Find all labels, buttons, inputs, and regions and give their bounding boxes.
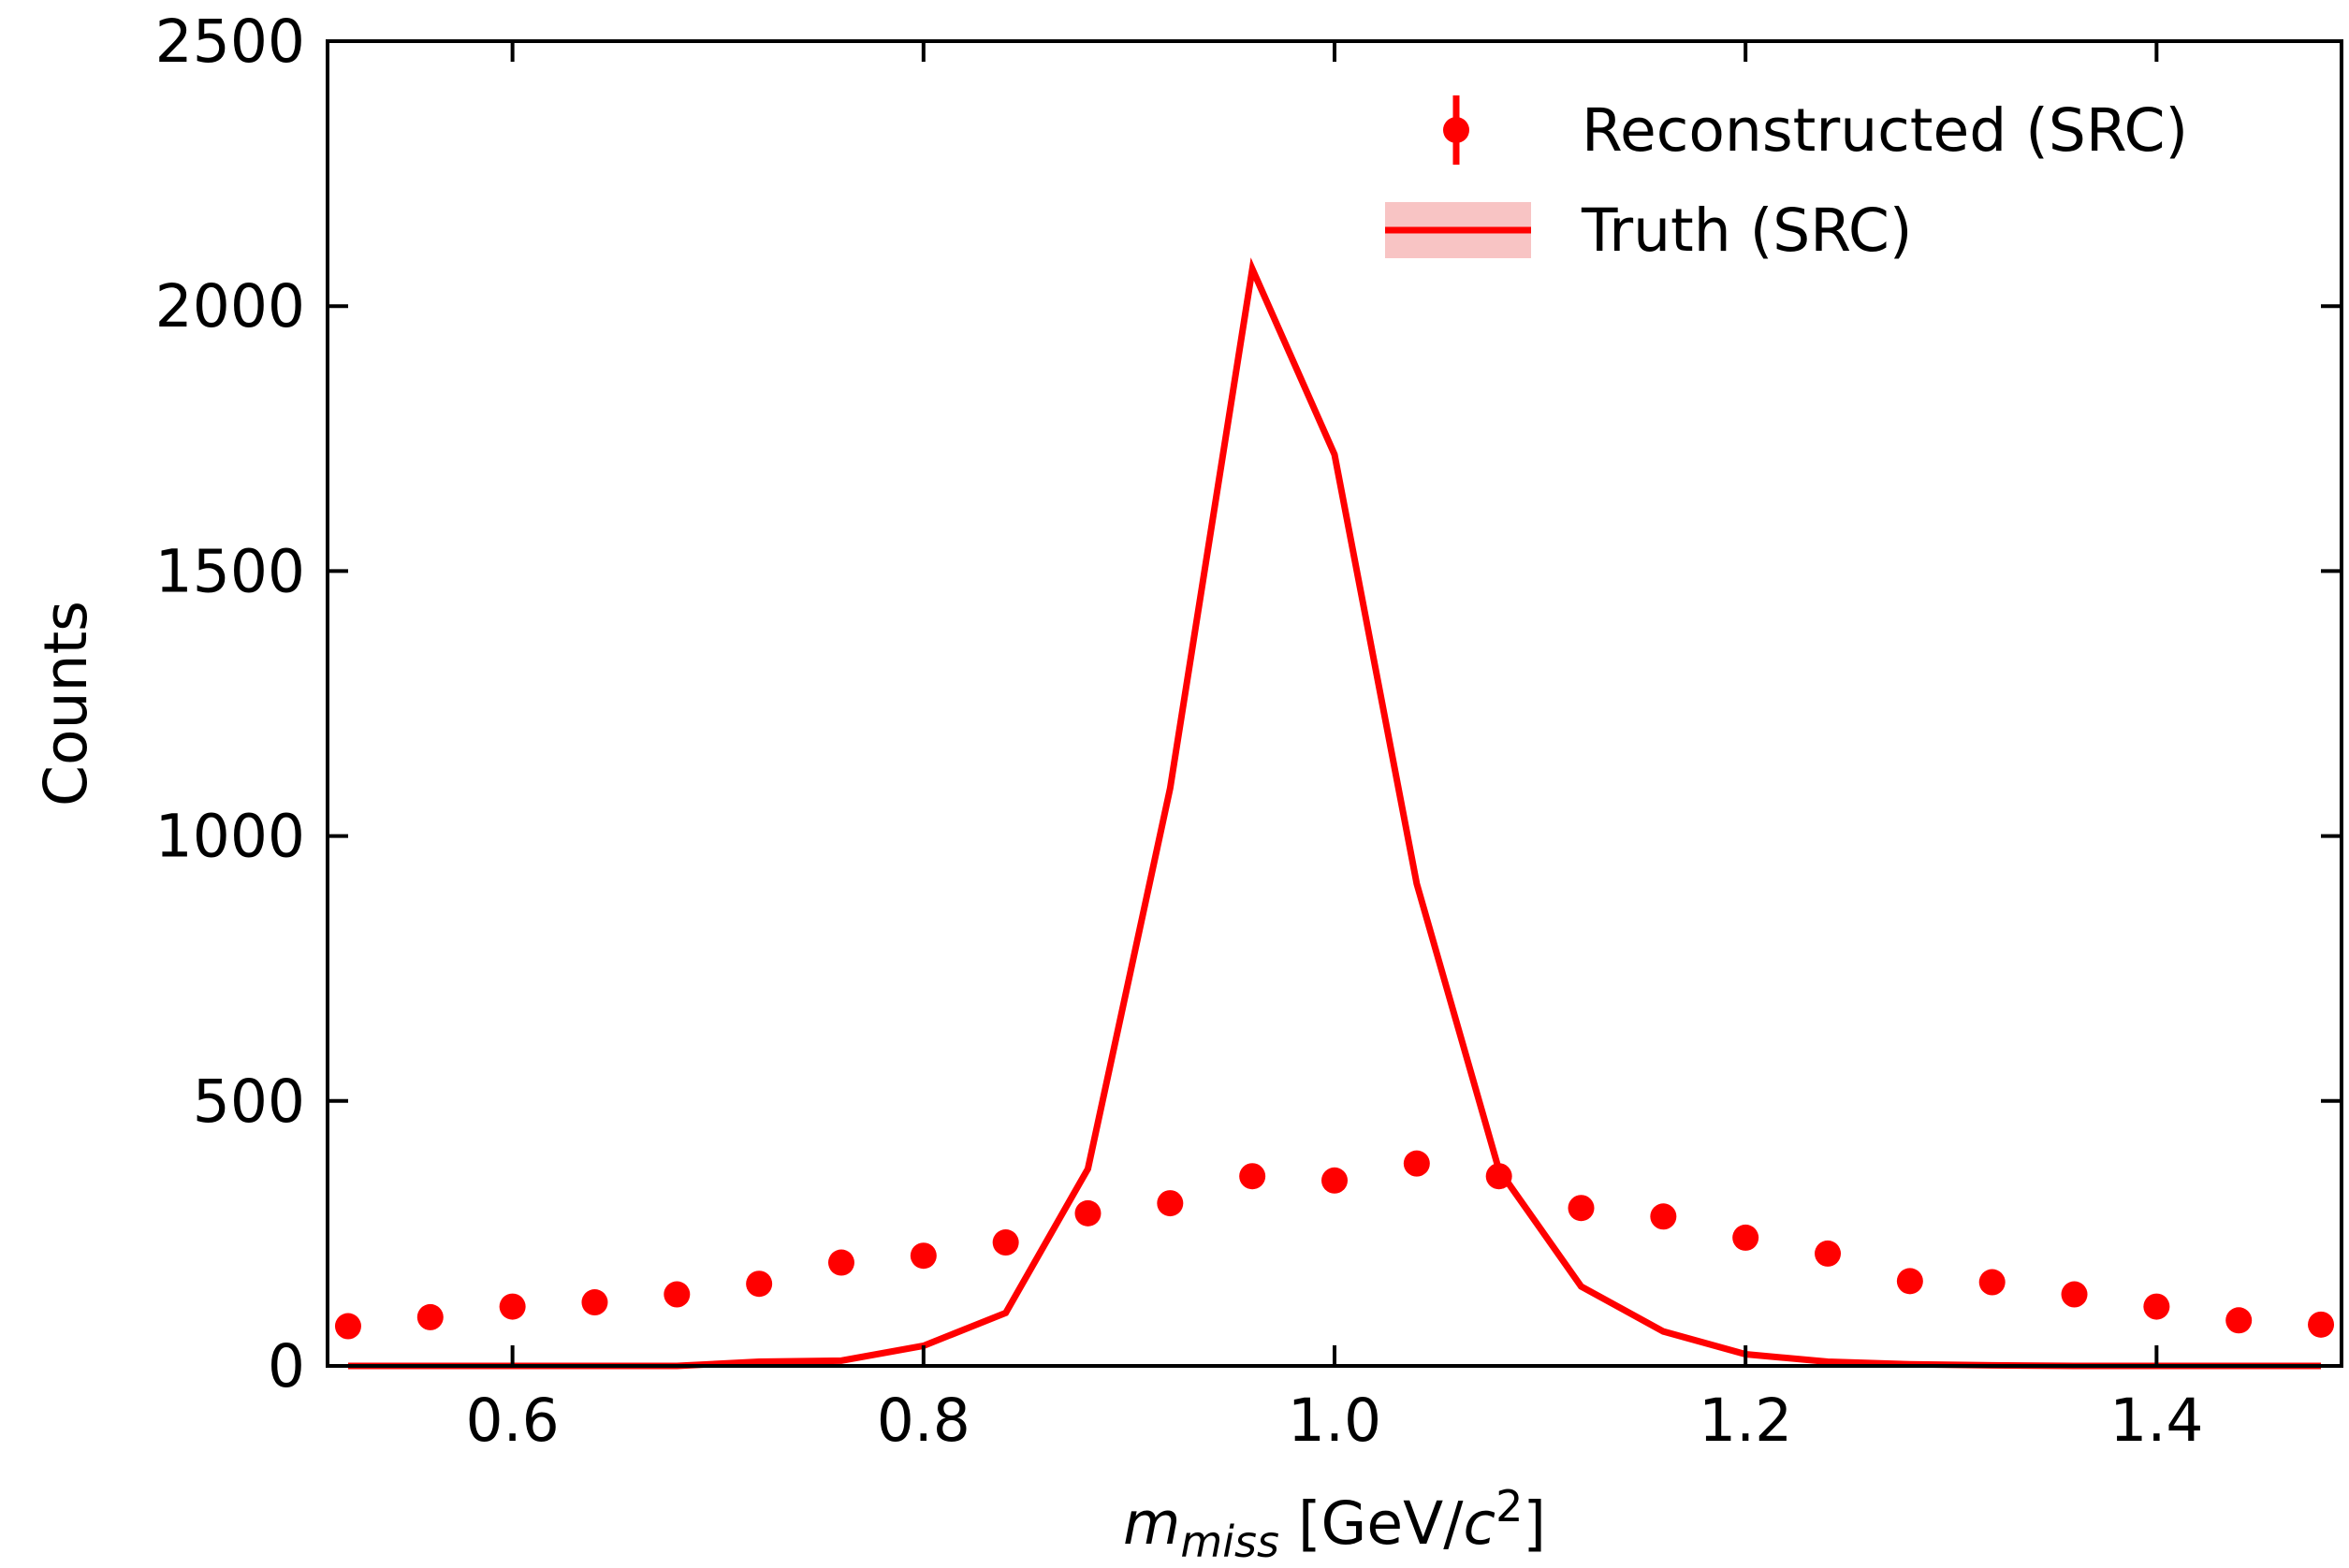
reconstructed-point — [2061, 1281, 2088, 1308]
reconstructed-point — [499, 1293, 526, 1320]
axis-ticks — [328, 39, 2342, 1368]
reconstructed-point — [1815, 1240, 1842, 1267]
legend-item-truth: Truth (SRC) — [1385, 196, 1912, 265]
reconstructed-point — [2143, 1293, 2170, 1320]
x-axis-label-unit-prefix: [GeV/ — [1279, 1489, 1464, 1558]
x-axis-label-unit-exp: 2 — [1495, 1481, 1523, 1532]
reconstructed-point — [416, 1303, 444, 1330]
reconstructed-point — [2308, 1311, 2335, 1338]
reconstructed-point — [992, 1229, 1019, 1256]
reconstructed-point — [827, 1249, 854, 1276]
reconstructed-point — [1321, 1167, 1348, 1194]
x-axis-label: mmiss [GeV/c2] — [1123, 1481, 1546, 1564]
legend-point-marker — [1443, 117, 1469, 143]
reconstructed-point — [2225, 1307, 2253, 1334]
y-tick-label: 500 — [193, 1067, 305, 1136]
x-tick-label: 1.2 — [1699, 1387, 1792, 1455]
legend-label-reconstructed: Reconstructed (SRC) — [1582, 96, 2188, 165]
reconstructed-point — [334, 1313, 361, 1340]
truth-series — [347, 257, 2322, 1370]
reconstructed-point — [1157, 1190, 1184, 1217]
reconstructed-point — [1074, 1199, 1102, 1227]
plot-frame — [326, 39, 2343, 1368]
truth-line — [347, 257, 2322, 1370]
y-tick-label: 1000 — [155, 803, 305, 871]
reconstructed-point — [1896, 1268, 1923, 1295]
legend-item-reconstructed: Reconstructed (SRC) — [1443, 95, 2188, 165]
reconstructed-point — [581, 1289, 608, 1316]
y-tick-label: 1500 — [155, 537, 305, 605]
x-axis-label-var: m — [1123, 1489, 1180, 1558]
y-tick-label: 2500 — [155, 7, 305, 76]
x-tick-label: 0.8 — [877, 1387, 970, 1455]
tick-labels: 0.6 0.8 1.0 1.2 1.4 0 500 1000 1500 2000 2500 — [155, 7, 2204, 1455]
reconstructed-point — [1732, 1224, 1759, 1251]
x-axis-label-sub: miss — [1180, 1517, 1279, 1564]
x-axis-label-unit-var: c — [1463, 1489, 1495, 1558]
reconstructed-point — [910, 1242, 937, 1270]
reconstructed-point — [1239, 1163, 1266, 1190]
reconstructed-point — [1568, 1195, 1595, 1222]
x-axis-label-unit-suffix: ] — [1523, 1489, 1546, 1558]
reconstructed-point — [1403, 1150, 1430, 1177]
reconstructed-point — [1485, 1163, 1512, 1190]
reconstructed-point — [746, 1270, 773, 1298]
x-tick-label: 1.4 — [2109, 1387, 2203, 1455]
reconstructed-point — [664, 1281, 691, 1308]
y-tick-label: 0 — [268, 1332, 305, 1401]
y-axis-label: Counts — [32, 601, 100, 806]
legend-label-truth: Truth (SRC) — [1581, 196, 1912, 265]
legend: Reconstructed (SRC) Truth (SRC) — [1385, 95, 2188, 265]
x-tick-label: 1.0 — [1288, 1387, 1381, 1455]
x-tick-label: 0.6 — [466, 1387, 560, 1455]
reconstructed-point — [1978, 1269, 2006, 1296]
y-tick-label: 2000 — [155, 272, 305, 341]
reconstructed-series — [334, 1150, 2335, 1340]
reconstructed-point — [1650, 1203, 1677, 1230]
